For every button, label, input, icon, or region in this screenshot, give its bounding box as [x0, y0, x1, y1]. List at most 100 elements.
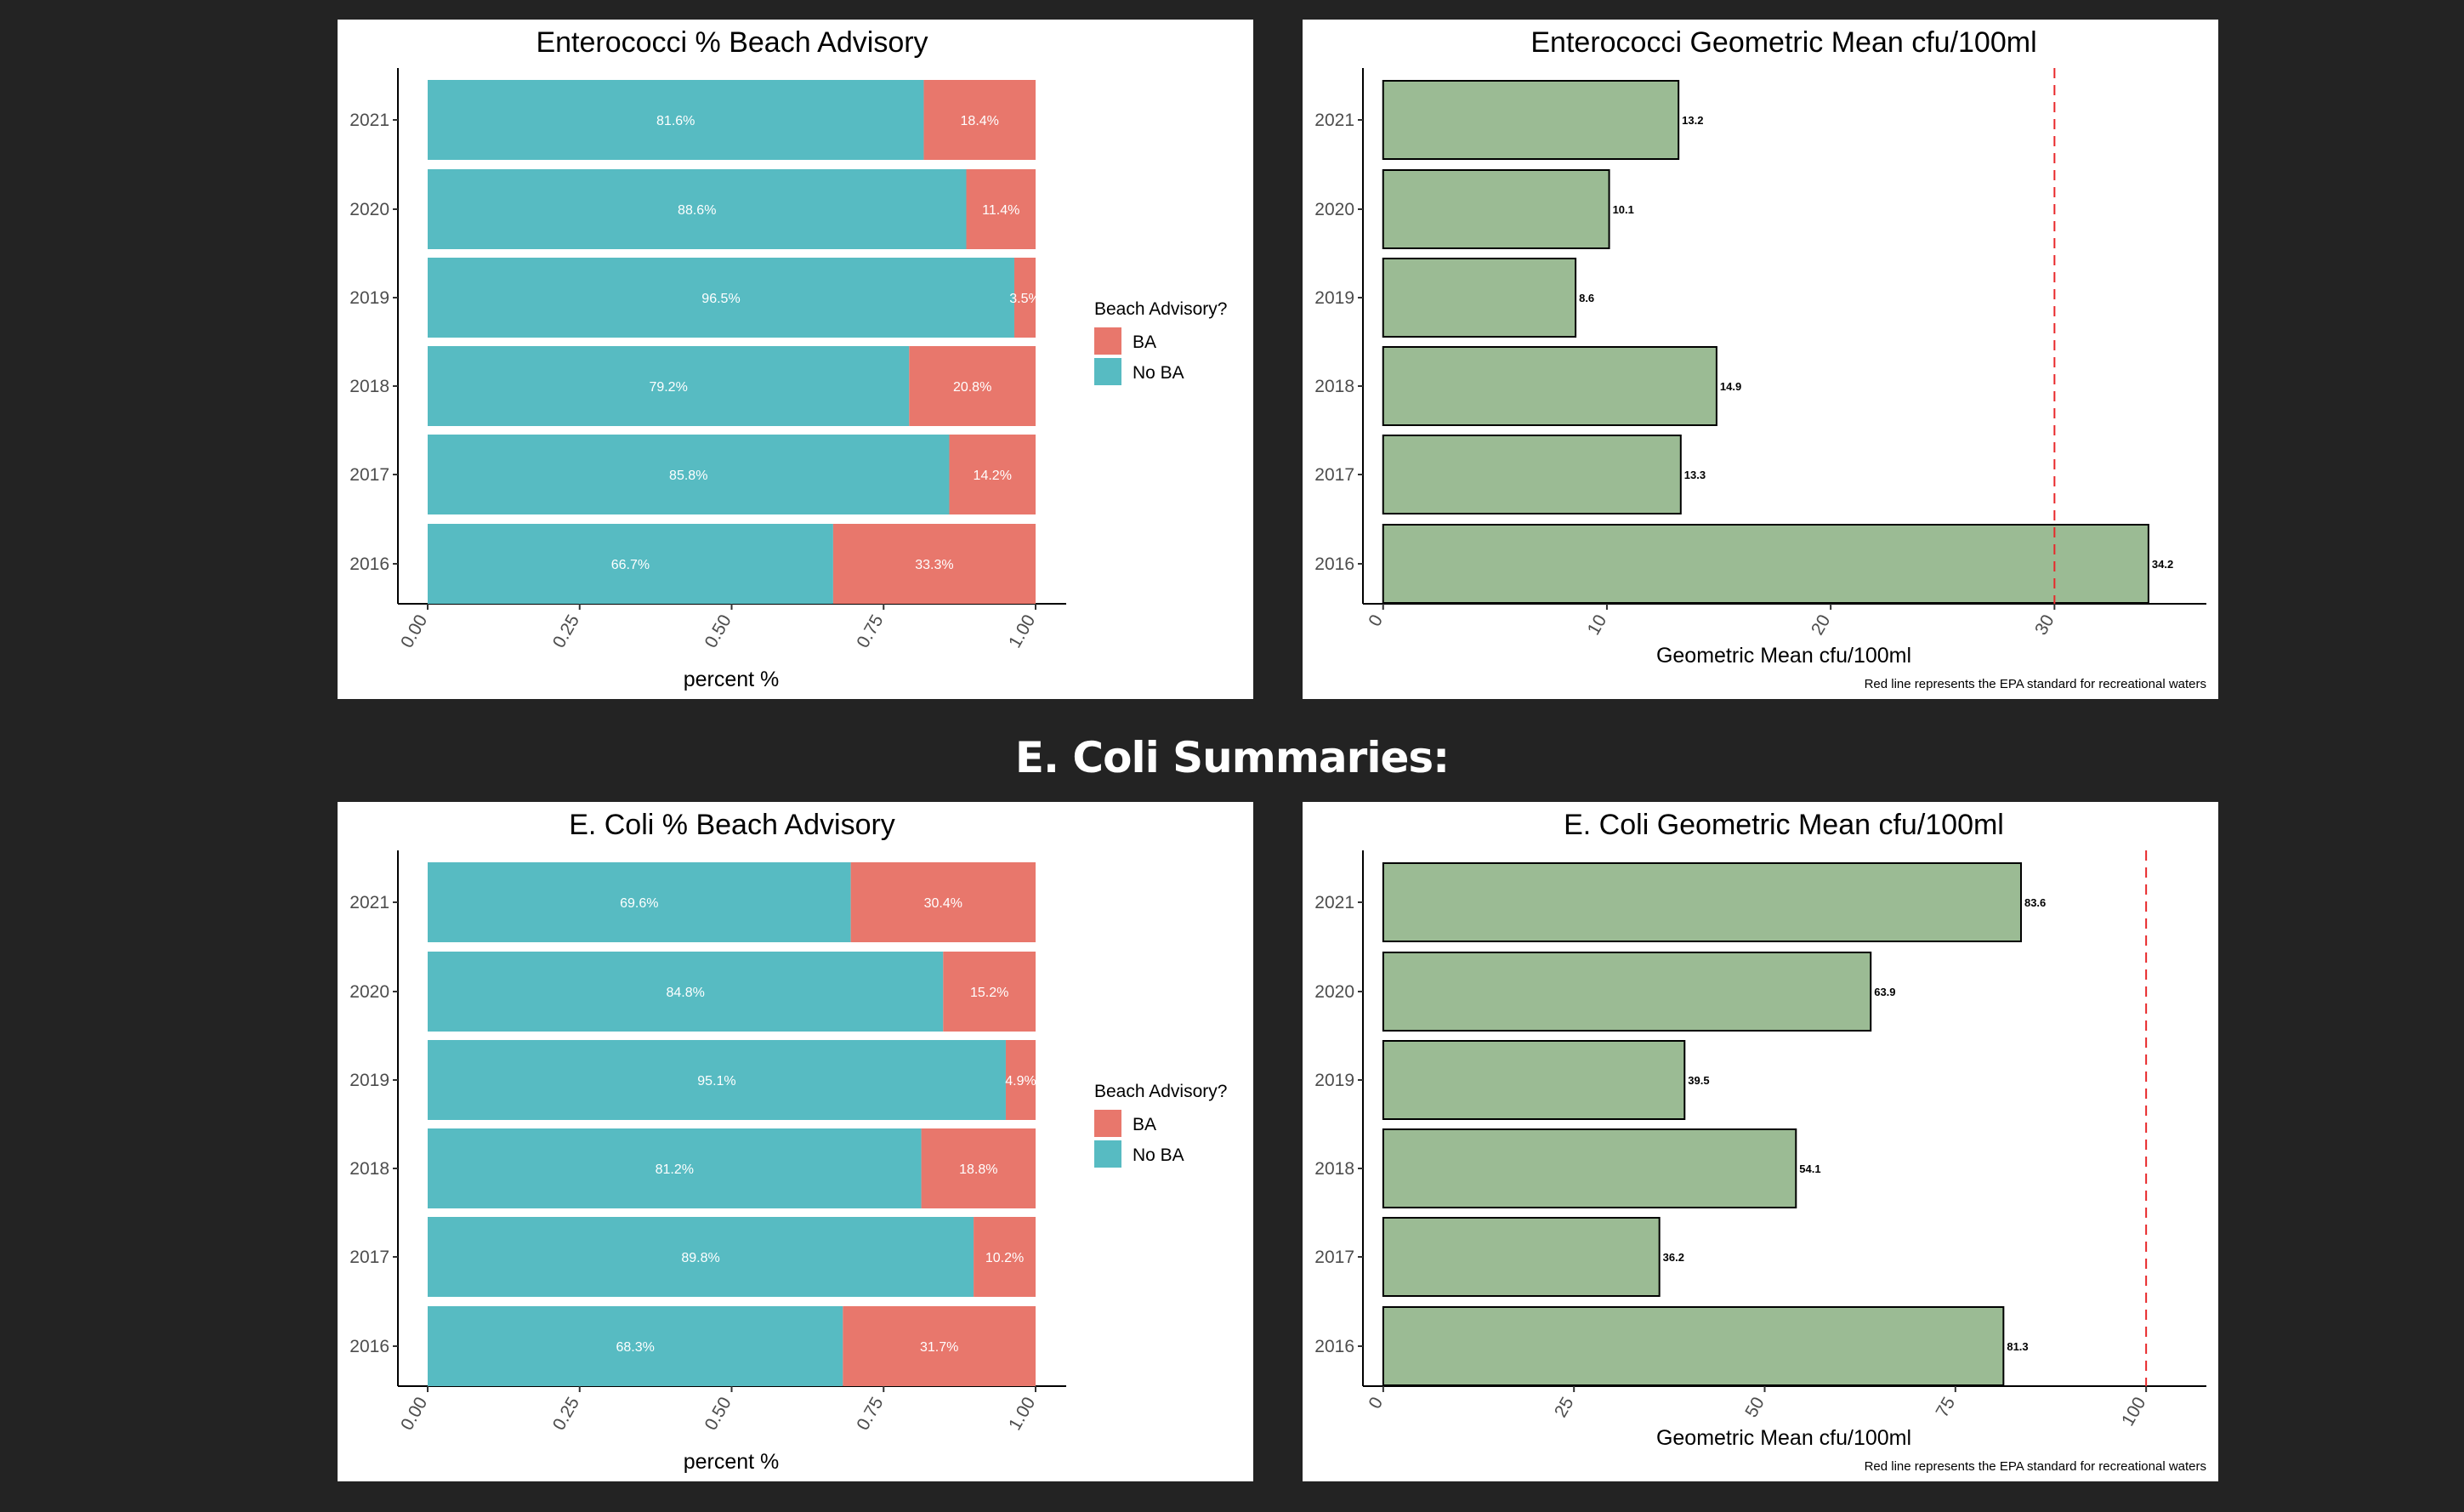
- bar-ba: [832, 524, 1036, 604]
- data-label-no-ba: 81.2%: [656, 1162, 694, 1177]
- data-label-ba: 11.4%: [982, 203, 1019, 218]
- bar-ba: [1005, 1040, 1036, 1120]
- mean-value-label: 83.6: [2024, 896, 2046, 909]
- bar-ba: [966, 169, 1036, 249]
- mean-value-label: 10.1: [1613, 203, 1634, 216]
- x-tick-label: 1.00: [1005, 1394, 1039, 1434]
- x-tick-label: 0.75: [853, 611, 887, 651]
- ecoli-mean-panel: E. Coli Geometric Mean cfu/100ml 2021 2020…: [1303, 802, 2218, 1481]
- y-tick-label: 2021: [1314, 893, 1354, 912]
- mean-bar: [1382, 1306, 2005, 1386]
- x-tick-label: 100: [2118, 1394, 2149, 1430]
- data-label-no-ba: 69.6%: [620, 896, 658, 911]
- data-label-ba: 4.9%: [1005, 1074, 1036, 1089]
- x-tick-label: 0.75: [853, 1394, 887, 1434]
- x-axis-title: Geometric Mean cfu/100ml: [1656, 1426, 1911, 1450]
- mean-bar: [1382, 1128, 1797, 1208]
- data-label-ba: 3.5%: [1009, 292, 1040, 306]
- chart-caption: Red line represents the EPA standard for…: [1865, 1459, 2206, 1474]
- chart-title: Enterococci % Beach Advisory: [536, 26, 928, 59]
- data-label-no-ba: 81.6%: [656, 114, 695, 128]
- legend-swatch: [1094, 327, 1121, 355]
- ecoli-mean-chart: E. Coli Geometric Mean cfu/100ml 2021 2020…: [1314, 809, 2206, 1474]
- mean-bar: [1382, 524, 2149, 604]
- mean-value-label: 63.9: [1874, 986, 1895, 998]
- bar-no-ba: [428, 169, 967, 249]
- bar-ba: [921, 1128, 1036, 1208]
- x-tick-label: 0: [1365, 611, 1387, 630]
- data-label-no-ba: 79.2%: [649, 380, 687, 395]
- bar-no-ba: [428, 346, 910, 426]
- data-label-no-ba: 68.3%: [616, 1340, 654, 1355]
- data-label-ba: 14.2%: [974, 469, 1012, 483]
- legend-label: No BA: [1133, 1145, 1184, 1165]
- entero-mean-panel: Enterococci Geometric Mean cfu/100ml 2021…: [1303, 20, 2218, 699]
- y-tick-label: 2019: [349, 1071, 389, 1090]
- mean-bar: [1382, 169, 1610, 249]
- bar-ba: [943, 952, 1036, 1032]
- entero-mean-chart: Enterococci Geometric Mean cfu/100ml 2021…: [1314, 26, 2206, 691]
- mean-value-label: 54.1: [1799, 1162, 1820, 1175]
- y-tick-label: 2016: [1314, 1337, 1354, 1356]
- x-axis-title: percent %: [684, 668, 780, 691]
- data-label-no-ba: 96.5%: [701, 292, 740, 306]
- data-label-ba: 18.4%: [961, 114, 999, 128]
- legend-swatch: [1094, 1110, 1121, 1137]
- x-tick-label: 0.00: [397, 1394, 431, 1434]
- mean-bar: [1382, 862, 2022, 942]
- section-heading: E. Coli Summaries:: [1014, 733, 1450, 782]
- mean-value-label: 81.3: [2007, 1340, 2028, 1353]
- y-tick-label: 2020: [1314, 982, 1354, 1002]
- y-tick-label: 2021: [349, 111, 389, 130]
- x-tick-label: 0.25: [549, 611, 583, 651]
- chart-title: Enterococci Geometric Mean cfu/100ml: [1530, 26, 2036, 59]
- data-label-ba: 18.8%: [959, 1162, 997, 1177]
- x-tick-label: 75: [1933, 1394, 1960, 1421]
- mean-bar: [1382, 80, 1680, 160]
- bar-ba: [850, 862, 1036, 942]
- legend-label: No BA: [1133, 363, 1184, 383]
- mean-value-label: 13.3: [1684, 469, 1706, 481]
- chart-caption: Red line represents the EPA standard for…: [1865, 677, 2206, 691]
- mean-bar: [1382, 952, 1872, 1032]
- data-label-no-ba: 85.8%: [669, 469, 707, 483]
- entero-percent-chart: Enterococci % Beach Advisory 2021 2020 2019…: [349, 26, 1227, 691]
- data-label-no-ba: 88.6%: [678, 203, 716, 218]
- mean-value-label: 36.2: [1663, 1251, 1684, 1264]
- y-tick-label: 2018: [349, 1159, 389, 1179]
- x-tick-label: 10: [1584, 611, 1611, 639]
- entero-percent-panel: Enterococci % Beach Advisory 2021 2020 2019…: [338, 20, 1253, 699]
- y-tick-label: 2019: [1314, 288, 1354, 308]
- x-tick-label: 0: [1365, 1394, 1387, 1413]
- data-label-no-ba: 95.1%: [697, 1074, 735, 1089]
- legend-title: Beach Advisory?: [1094, 299, 1227, 319]
- mean-bar: [1382, 258, 1577, 338]
- mean-value-label: 14.9: [1720, 380, 1741, 393]
- y-tick-label: 2016: [349, 1337, 389, 1356]
- data-label-no-ba: 66.7%: [611, 558, 650, 572]
- mean-value-label: 13.2: [1682, 114, 1703, 127]
- y-tick-label: 2020: [1314, 200, 1354, 219]
- x-axis-title: percent %: [684, 1450, 780, 1474]
- data-label-ba: 10.2%: [985, 1251, 1024, 1265]
- bar-no-ba: [428, 1217, 974, 1297]
- mean-bar: [1382, 1040, 1686, 1120]
- ecoli-percent-chart: E. Coli % Beach Advisory 2021 2020 2019 2018…: [349, 809, 1227, 1474]
- y-tick-label: 2016: [349, 554, 389, 574]
- mean-bar: [1382, 346, 1717, 426]
- bar-ba: [843, 1306, 1036, 1386]
- legend-swatch: [1094, 1140, 1121, 1168]
- bar-no-ba: [428, 1040, 1006, 1120]
- mean-value-label: 34.2: [2152, 558, 2173, 571]
- x-tick-label: 0.25: [549, 1394, 583, 1434]
- y-tick-label: 2020: [349, 982, 389, 1002]
- mean-bar: [1382, 435, 1682, 514]
- y-tick-label: 2021: [1314, 111, 1354, 130]
- data-label-no-ba: 84.8%: [666, 986, 704, 1000]
- y-tick-label: 2018: [1314, 1159, 1354, 1179]
- bar-no-ba: [428, 524, 833, 604]
- legend-label: BA: [1133, 333, 1156, 352]
- bar-no-ba: [428, 80, 924, 160]
- bar-ba: [923, 80, 1036, 160]
- x-tick-label: 20: [1808, 611, 1835, 639]
